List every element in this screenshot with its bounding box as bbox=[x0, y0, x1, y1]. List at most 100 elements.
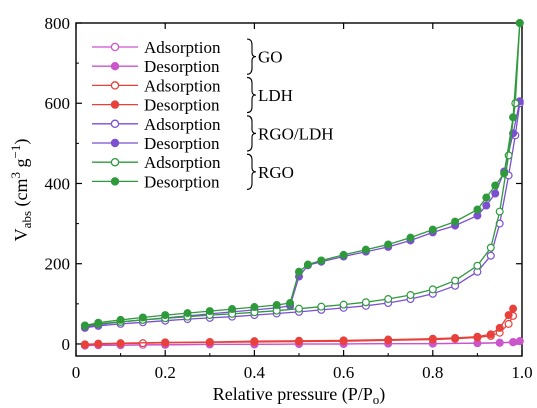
data-point bbox=[487, 244, 494, 251]
data-point bbox=[512, 100, 519, 107]
data-point bbox=[340, 301, 347, 308]
x-tick-label: 0.4 bbox=[244, 363, 266, 382]
y-tick-label: 400 bbox=[45, 174, 71, 193]
legend-group-brace bbox=[247, 116, 256, 151]
x-tick-label: 0 bbox=[72, 363, 81, 382]
legend-marker-open bbox=[111, 82, 118, 89]
legend-entry-label: Desorption bbox=[144, 134, 220, 153]
data-point bbox=[251, 338, 258, 345]
data-point bbox=[340, 337, 347, 344]
data-point bbox=[95, 340, 102, 347]
legend-group-label: RGO/LDH bbox=[258, 124, 334, 143]
y-tick-label: 0 bbox=[62, 335, 71, 354]
data-point bbox=[286, 299, 293, 306]
data-point bbox=[206, 307, 213, 314]
data-point bbox=[496, 208, 503, 215]
data-point bbox=[273, 301, 280, 308]
legend-marker-filled bbox=[111, 139, 119, 147]
data-point bbox=[139, 314, 146, 321]
legend-entry-label: Adsorption bbox=[144, 153, 221, 172]
data-point bbox=[229, 305, 236, 312]
data-point bbox=[474, 262, 481, 269]
data-point bbox=[429, 335, 436, 342]
data-point bbox=[429, 226, 436, 233]
data-point bbox=[505, 311, 512, 318]
y-axis-title-sup2: −1 bbox=[8, 145, 23, 159]
data-point bbox=[483, 202, 490, 209]
legend-group-label: GO bbox=[258, 48, 283, 67]
data-point bbox=[452, 334, 459, 341]
legend-entry-label: Adsorption bbox=[144, 115, 221, 134]
data-point bbox=[184, 309, 191, 316]
x-tick-label: 1.0 bbox=[511, 363, 532, 382]
data-point bbox=[474, 333, 481, 340]
x-axis-ticks: 0 0.2 0.4 0.6 0.8 1.0 bbox=[72, 23, 533, 382]
data-point bbox=[81, 322, 88, 329]
data-point bbox=[362, 246, 369, 253]
data-point bbox=[295, 268, 302, 275]
data-point bbox=[304, 261, 311, 268]
x-tick-label: 0.8 bbox=[422, 363, 443, 382]
data-point bbox=[407, 234, 414, 241]
data-point bbox=[505, 321, 512, 328]
data-point bbox=[407, 292, 414, 299]
data-point bbox=[492, 182, 499, 189]
data-point bbox=[452, 277, 459, 284]
legend-entry-label: Adsorption bbox=[144, 76, 221, 95]
data-point bbox=[509, 305, 516, 312]
data-point bbox=[496, 339, 503, 346]
data-point bbox=[496, 324, 503, 331]
y-tick-label: 600 bbox=[45, 94, 71, 113]
x-axis-title: Relative pressure (P/Po) bbox=[213, 384, 385, 407]
data-point bbox=[340, 251, 347, 258]
data-point bbox=[95, 319, 102, 326]
x-axis-title-tail: ) bbox=[379, 384, 385, 405]
y-axis-title-sub: abs bbox=[19, 211, 34, 228]
data-point bbox=[452, 218, 459, 225]
legend-group-brace bbox=[247, 77, 256, 112]
x-tick-label: 0.6 bbox=[333, 363, 354, 382]
legend-group-brace bbox=[247, 154, 256, 189]
data-point bbox=[492, 190, 499, 197]
legend: AdsorptionDesorptionGOAdsorptionDesorpti… bbox=[92, 38, 334, 191]
legend-entry-label: Desorption bbox=[144, 57, 220, 76]
data-point bbox=[117, 340, 124, 347]
y-tick-label: 800 bbox=[45, 14, 71, 33]
legend-marker-filled bbox=[111, 101, 119, 109]
data-point bbox=[385, 336, 392, 343]
data-point bbox=[516, 338, 523, 345]
x-axis-title-main: Relative pressure (P/P bbox=[213, 384, 373, 405]
data-point bbox=[487, 331, 494, 338]
data-point bbox=[162, 339, 169, 346]
y-tick-label: 200 bbox=[45, 255, 71, 274]
legend-entry-label: Adsorption bbox=[144, 38, 221, 57]
data-point bbox=[483, 194, 490, 201]
data-point bbox=[385, 241, 392, 248]
data-point bbox=[251, 303, 258, 310]
y-axis-title-main: V bbox=[11, 228, 31, 241]
x-tick-label: 0.2 bbox=[155, 363, 176, 382]
data-point bbox=[117, 316, 124, 323]
legend-marker-open bbox=[111, 43, 118, 50]
data-point bbox=[296, 305, 303, 312]
legend-group-brace bbox=[247, 39, 256, 74]
legend-marker-open bbox=[111, 120, 118, 127]
legend-marker-open bbox=[111, 159, 118, 166]
legend-marker-filled bbox=[111, 62, 119, 70]
y-axis-title-units: (cm bbox=[11, 179, 32, 211]
legend-entry-label: Desorption bbox=[144, 172, 220, 191]
data-point bbox=[318, 257, 325, 264]
data-point bbox=[429, 286, 436, 293]
data-point bbox=[318, 303, 325, 310]
data-point bbox=[509, 114, 516, 121]
data-point bbox=[474, 206, 481, 213]
data-point bbox=[509, 338, 516, 345]
y-axis-title-tail: ) bbox=[11, 139, 32, 145]
data-point bbox=[162, 311, 169, 318]
data-point bbox=[363, 299, 370, 306]
data-point bbox=[81, 341, 88, 348]
data-point bbox=[516, 19, 523, 26]
data-point bbox=[501, 170, 508, 177]
y-axis-title: Vabs (cm3 g−1) bbox=[8, 139, 34, 242]
